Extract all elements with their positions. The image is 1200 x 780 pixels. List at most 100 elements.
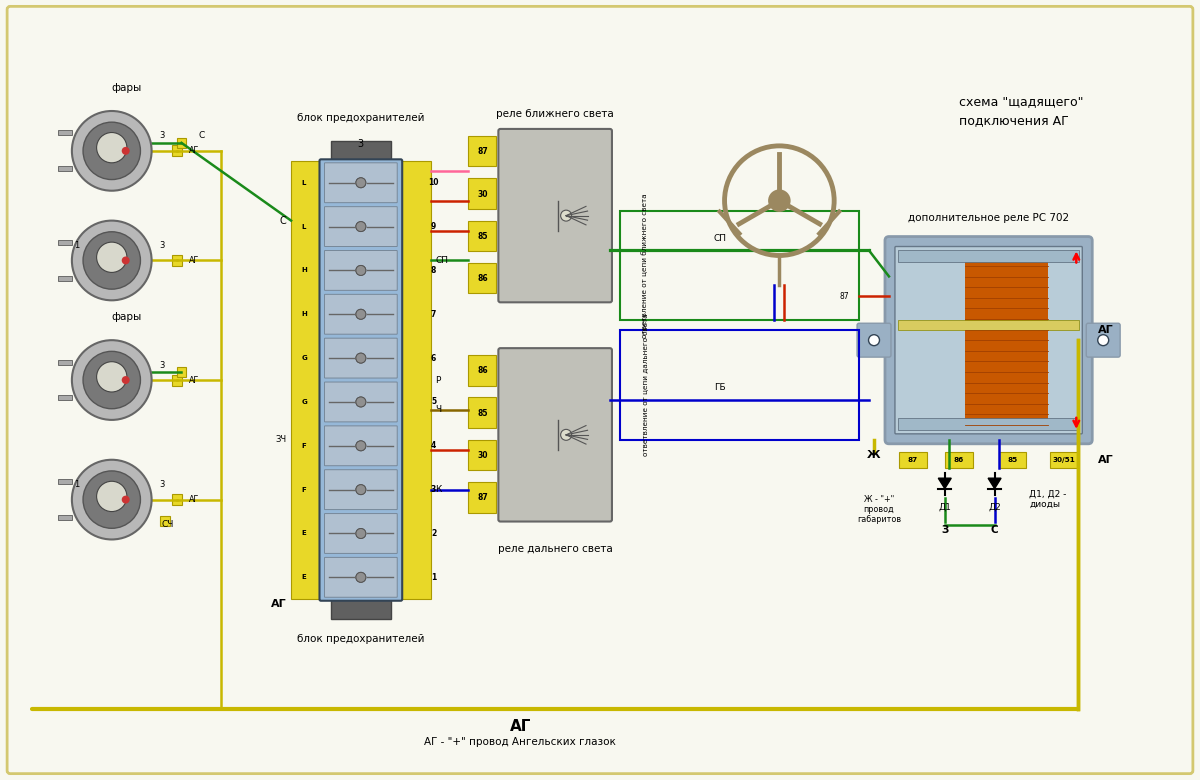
Bar [401,161,431,599]
Text: блок предохранителей: блок предохранителей [298,113,425,123]
Bar [58,240,72,245]
Bar [172,145,182,156]
Circle shape [83,232,140,289]
Bar [944,452,973,468]
Circle shape [356,265,366,275]
Text: фары: фары [112,312,142,322]
Text: АГ: АГ [1098,455,1114,465]
Text: 85: 85 [478,232,487,241]
Text: фары: фары [112,83,142,93]
Text: Ч: Ч [436,406,442,414]
FancyBboxPatch shape [324,250,397,290]
Text: С: С [991,524,998,534]
Bar [898,418,1079,430]
Text: 3: 3 [431,485,437,495]
Text: 7: 7 [431,310,437,319]
Circle shape [356,529,366,538]
FancyBboxPatch shape [1086,323,1120,357]
Bar [468,355,497,385]
Bar [176,138,186,148]
Text: АГ: АГ [188,495,199,504]
Text: АГ: АГ [510,719,530,734]
Bar [620,330,859,440]
Bar [172,255,182,266]
Text: АГ: АГ [188,147,199,155]
Bar [331,141,391,161]
Circle shape [356,573,366,583]
Bar [58,166,72,172]
Text: СП: СП [436,256,449,265]
Bar [172,494,182,505]
Circle shape [356,178,366,188]
FancyBboxPatch shape [324,470,397,509]
Text: З: З [941,524,948,534]
FancyBboxPatch shape [324,426,397,466]
Text: СЧ: СЧ [162,520,174,529]
Text: блок предохранителей: блок предохранителей [298,634,425,644]
Bar [58,360,72,364]
Bar [468,221,497,251]
Bar [58,395,72,400]
Bar [58,515,72,520]
Text: С: С [280,215,286,225]
Text: L: L [302,179,306,186]
Text: АГ: АГ [188,375,199,385]
Text: G: G [301,355,307,361]
Circle shape [83,351,140,409]
Bar [160,516,169,526]
Bar [898,321,1079,330]
Text: Ж - "+"
провод
габаритов: Ж - "+" провод габаритов [857,495,901,524]
Text: ответвление от цепи ближнего света: ответвление от цепи ближнего света [642,193,648,338]
FancyBboxPatch shape [324,163,397,203]
Text: АГ: АГ [270,599,286,609]
Text: АГ: АГ [1098,325,1114,335]
Text: Ж: Ж [868,450,881,459]
Circle shape [96,362,127,392]
FancyBboxPatch shape [319,159,402,601]
Circle shape [560,429,571,441]
Text: H: H [301,268,307,274]
Bar [468,440,497,470]
Text: СП: СП [713,233,726,243]
Text: реле ближнего света: реле ближнего света [497,109,614,119]
Polygon shape [938,478,952,488]
Text: 86: 86 [478,367,487,375]
Bar [58,479,72,484]
Text: 86: 86 [954,457,964,463]
Circle shape [356,222,366,232]
Bar [172,374,182,385]
Text: схема "щадящего"
подключения АГ: схема "щадящего" подключения АГ [959,95,1084,127]
Bar [899,452,926,468]
FancyBboxPatch shape [884,236,1092,444]
Circle shape [356,310,366,319]
Text: АГ - "+" провод Ангельских глазок: АГ - "+" провод Ангельских глазок [425,737,617,746]
Text: Д1, Д2 -
диоды: Д1, Д2 - диоды [1030,490,1067,509]
Text: 87: 87 [478,494,487,502]
FancyBboxPatch shape [895,246,1082,434]
Circle shape [356,397,366,407]
Text: 87: 87 [908,457,918,463]
FancyBboxPatch shape [324,382,397,422]
Circle shape [72,340,151,420]
Bar [620,211,859,321]
Bar [468,263,497,293]
Text: 4: 4 [431,441,437,450]
FancyBboxPatch shape [857,323,890,357]
Text: 85: 85 [1008,457,1018,463]
Circle shape [121,495,130,504]
Bar [58,276,72,281]
Circle shape [356,441,366,451]
Bar [468,179,497,209]
Text: 3: 3 [158,480,164,489]
Circle shape [1098,335,1109,346]
Polygon shape [988,478,1001,488]
FancyBboxPatch shape [324,294,397,334]
FancyBboxPatch shape [324,558,397,597]
Text: АГ: АГ [188,256,199,265]
Text: Д2: Д2 [989,503,1001,512]
FancyBboxPatch shape [324,513,397,554]
Bar [58,130,72,136]
Text: 30: 30 [478,451,487,460]
Text: 10: 10 [428,179,439,187]
Circle shape [96,481,127,512]
